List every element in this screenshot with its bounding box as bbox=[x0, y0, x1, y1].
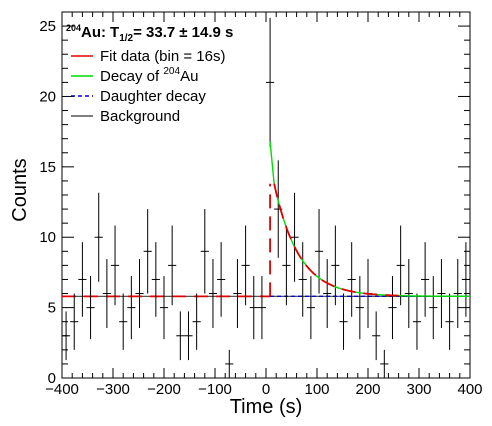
annotation-element: Au: bbox=[81, 24, 106, 41]
x-tick-label: 200 bbox=[355, 381, 380, 398]
x-tick-label: −100 bbox=[198, 381, 232, 398]
x-tick-label: 100 bbox=[304, 381, 329, 398]
y-tick-label: 5 bbox=[48, 300, 56, 317]
legend: Fit data (bin = 16s) Decay of 204Au Daug… bbox=[71, 48, 225, 125]
y-tick-label: 25 bbox=[39, 18, 56, 35]
x-tick-label: 300 bbox=[406, 381, 431, 398]
ticks-layer: −400 −300 −200 −100 0 100 200 300 400 0 5 10 15 20 25 bbox=[39, 11, 483, 398]
decay-curve bbox=[269, 141, 470, 297]
y-tick-label: 10 bbox=[39, 229, 56, 246]
y-tick-label: 0 bbox=[48, 370, 56, 387]
annotation-mass: 204 bbox=[66, 23, 81, 33]
annotation-sub: 1/2 bbox=[119, 33, 133, 44]
data-points-layer bbox=[62, 17, 470, 378]
x-tick-label: −300 bbox=[96, 381, 130, 398]
legend-label-daughter: Daughter decay bbox=[100, 88, 206, 105]
y-tick-label: 20 bbox=[39, 88, 56, 105]
svg-text:204Au:T1/2= 33.7± 14.9 s: 204Au: T1/2= 33.7 ± 14.9 s bbox=[66, 23, 233, 44]
annotation-t: T bbox=[110, 24, 119, 41]
annotation-pm: ± 14.9 s bbox=[179, 24, 233, 41]
x-tick-label: 0 bbox=[262, 381, 270, 398]
x-tick-label: −200 bbox=[147, 381, 181, 398]
x-tick-label: 400 bbox=[457, 381, 482, 398]
legend-label-decay: Decay of 204Au bbox=[100, 66, 198, 85]
annotation-value: = 33.7 bbox=[133, 24, 175, 41]
y-tick-label: 15 bbox=[39, 159, 56, 176]
y-axis-label: Counts bbox=[9, 158, 31, 221]
half-life-annotation: 204Au: T1/2= 33.7 ± 14.9 s bbox=[66, 23, 233, 44]
legend-label-fit: Fit data (bin = 16s) bbox=[100, 48, 225, 65]
fit-curves-layer bbox=[269, 141, 470, 297]
x-tick-label: −400 bbox=[45, 381, 79, 398]
legend-label-background: Background bbox=[100, 108, 180, 125]
x-axis-label: Time (s) bbox=[230, 396, 303, 418]
fit-curve bbox=[273, 183, 399, 297]
